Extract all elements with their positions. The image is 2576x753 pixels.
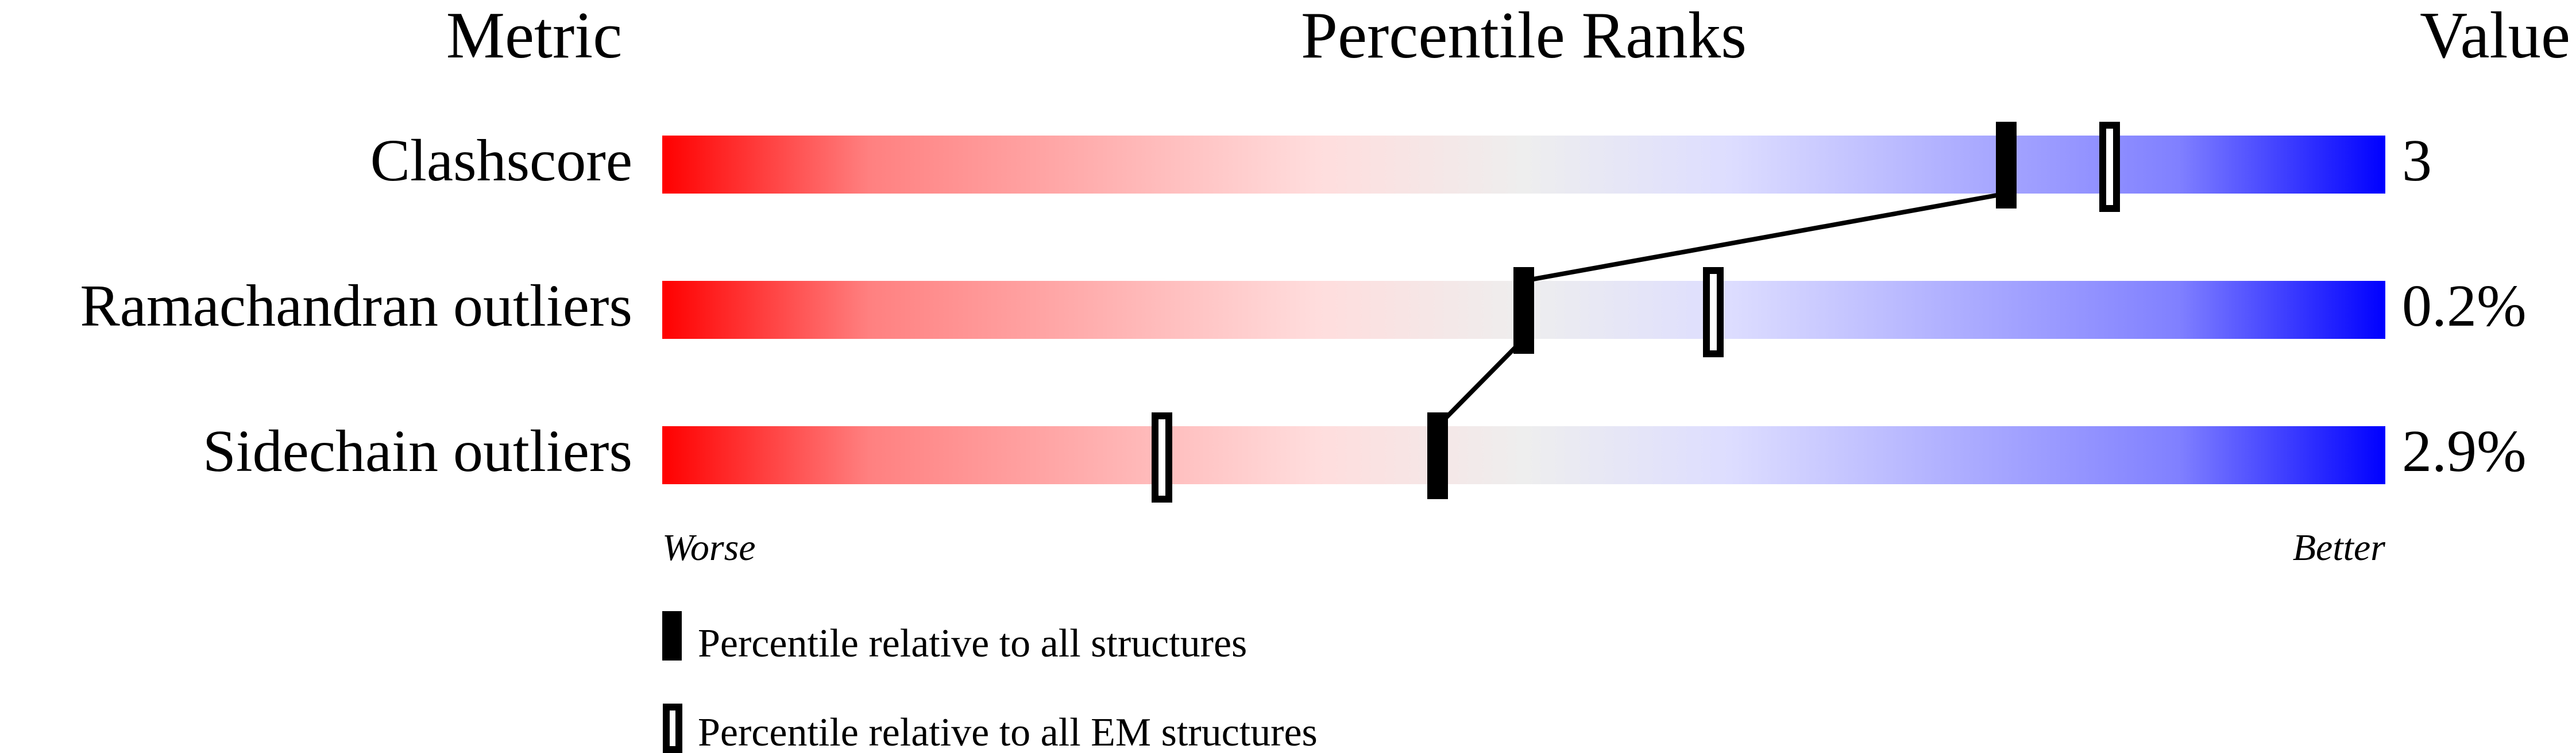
metric-label: Sidechain outliers: [203, 418, 632, 484]
percentile-connector-line: [1436, 337, 1525, 428]
better-label: Better: [2293, 527, 2386, 569]
legend-all-structures: Percentile relative to all structures: [698, 621, 1247, 666]
legend-em-structures: Percentile relative to all EM structures: [698, 710, 1318, 753]
percentile-connector-line: [1523, 191, 2007, 283]
header-metric: Metric: [446, 0, 623, 72]
metric-label: Clashscore: [370, 128, 632, 194]
em-percentile-marker: [1152, 412, 1172, 503]
metric-value: 0.2%: [2402, 273, 2527, 339]
em-percentile-marker: [1703, 267, 1724, 357]
percentile-bar: [662, 136, 2385, 194]
legend-open-marker: [663, 704, 682, 753]
metric-value: 3: [2402, 128, 2432, 194]
all-percentile-marker: [1427, 412, 1448, 499]
percentile-bar: [662, 426, 2385, 484]
worse-label: Worse: [662, 527, 756, 569]
legend-filled-marker: [662, 611, 682, 661]
em-percentile-marker: [2099, 122, 2120, 212]
metric-value: 2.9%: [2402, 418, 2527, 484]
header-value: Value: [2420, 0, 2570, 72]
metric-label: Ramachandran outliers: [80, 273, 632, 339]
header-percentile-ranks: Percentile Ranks: [1301, 0, 1747, 72]
